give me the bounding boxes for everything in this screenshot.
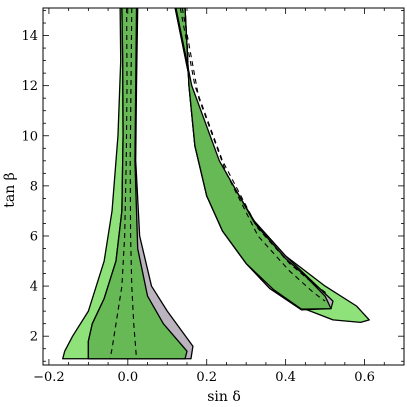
dashed-curve-3 [179,8,328,295]
dashed-curve-1 [109,8,128,359]
plot-frame [42,7,405,366]
y-axis-label: tan β [2,172,18,208]
plot-area [42,7,405,366]
x-axis-ticks: −0.2 0.0 0.2 0.4 0.6 [33,8,405,385]
x-tick-label: 0.4 [275,370,296,385]
y-tick-label: 8 [30,179,38,194]
x-tick-label: 0.0 [117,370,138,385]
y-axis-ticks: 2 4 6 8 10 12 14 [21,10,404,362]
y-tick-label: 12 [21,79,38,94]
x-tick-label: 0.2 [196,370,217,385]
y-tick-label: 10 [21,129,38,144]
x-tick-label: 0.6 [354,370,375,385]
y-tick-label: 6 [30,229,38,244]
x-tick-label: −0.2 [33,370,65,385]
dashed-curve-2 [129,8,138,359]
region-3 [87,8,188,360]
x-axis-label: sin δ [207,389,241,405]
y-tick-label: 4 [30,280,38,295]
dashed-curve-4 [181,8,326,302]
y-tick-label: 14 [21,29,38,44]
region-6 [175,8,332,310]
y-tick-label: 2 [30,330,38,345]
